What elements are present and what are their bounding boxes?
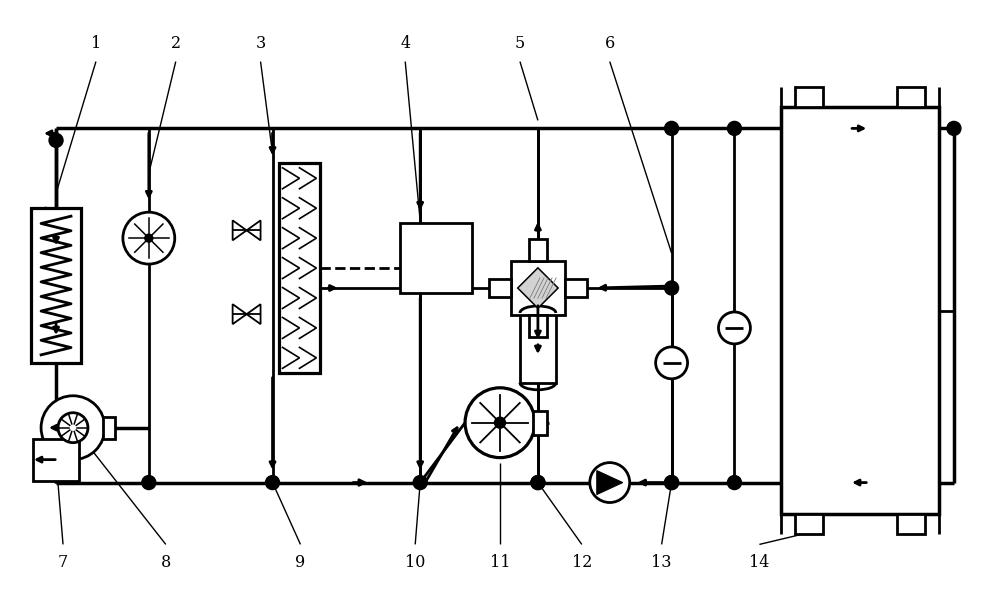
- Circle shape: [41, 396, 105, 460]
- Circle shape: [665, 476, 679, 490]
- Bar: [565, 279, 587, 297]
- Bar: [520, 313, 556, 383]
- Text: 6: 6: [605, 35, 615, 52]
- Circle shape: [145, 234, 153, 242]
- Circle shape: [266, 476, 280, 490]
- Text: 10: 10: [405, 554, 425, 571]
- Circle shape: [590, 463, 630, 502]
- Circle shape: [142, 476, 156, 490]
- Polygon shape: [597, 471, 623, 495]
- Bar: [795, 515, 823, 534]
- Circle shape: [665, 476, 679, 490]
- Circle shape: [727, 122, 741, 135]
- Circle shape: [58, 413, 88, 442]
- Circle shape: [413, 476, 427, 490]
- Text: 3: 3: [255, 35, 266, 52]
- Circle shape: [465, 388, 535, 458]
- Bar: [33, 439, 79, 480]
- Text: 9: 9: [295, 554, 306, 571]
- Text: 12: 12: [572, 554, 592, 571]
- Bar: [533, 411, 547, 435]
- Bar: [400, 223, 472, 293]
- Text: 5: 5: [515, 35, 525, 52]
- Circle shape: [531, 476, 545, 490]
- Circle shape: [665, 281, 679, 295]
- Bar: [529, 315, 547, 337]
- Bar: [529, 239, 547, 261]
- Bar: [795, 88, 823, 107]
- Text: 11: 11: [490, 554, 510, 571]
- Bar: [511, 261, 565, 315]
- Circle shape: [656, 347, 688, 379]
- Bar: [279, 163, 320, 373]
- Text: 13: 13: [651, 554, 672, 571]
- Bar: [103, 417, 115, 439]
- Circle shape: [49, 133, 63, 147]
- Circle shape: [123, 212, 175, 264]
- Text: 14: 14: [749, 554, 770, 571]
- Circle shape: [718, 312, 750, 344]
- Circle shape: [495, 417, 505, 428]
- Text: 4: 4: [400, 35, 410, 52]
- Circle shape: [665, 122, 679, 135]
- Bar: [897, 515, 925, 534]
- Text: 2: 2: [171, 35, 181, 52]
- Polygon shape: [518, 268, 558, 308]
- Circle shape: [531, 476, 545, 490]
- Text: 8: 8: [161, 554, 171, 571]
- Circle shape: [727, 476, 741, 490]
- Bar: [489, 279, 511, 297]
- Bar: [897, 88, 925, 107]
- Text: 7: 7: [58, 554, 68, 571]
- Bar: [31, 208, 81, 363]
- Bar: [781, 107, 939, 515]
- Circle shape: [947, 122, 961, 135]
- Text: 1: 1: [91, 35, 101, 52]
